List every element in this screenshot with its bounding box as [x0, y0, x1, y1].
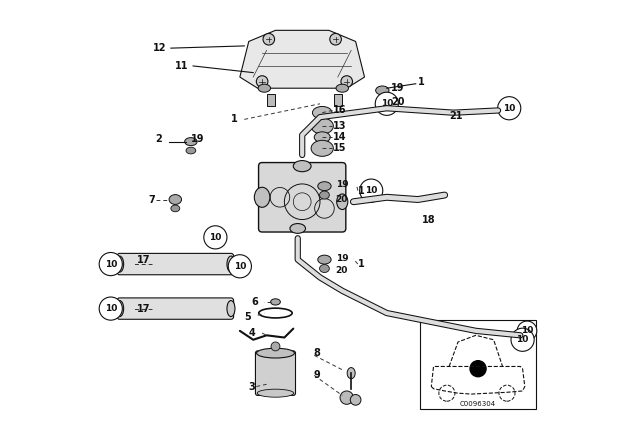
Text: 19: 19 [391, 83, 404, 93]
Ellipse shape [311, 118, 333, 134]
Text: 13: 13 [333, 121, 347, 131]
Text: 10: 10 [381, 99, 393, 108]
Circle shape [511, 328, 534, 351]
Text: 21: 21 [449, 111, 463, 121]
Text: 8: 8 [314, 348, 320, 358]
Text: 17: 17 [138, 304, 151, 314]
Ellipse shape [257, 348, 294, 358]
Circle shape [228, 255, 252, 278]
Text: 1: 1 [418, 77, 425, 86]
Circle shape [499, 385, 515, 401]
Circle shape [263, 34, 275, 45]
Circle shape [340, 391, 353, 404]
Ellipse shape [171, 205, 180, 212]
Text: 10: 10 [234, 262, 246, 271]
Ellipse shape [311, 140, 333, 156]
Ellipse shape [376, 86, 389, 95]
Text: 1: 1 [231, 114, 237, 125]
Text: 19: 19 [191, 134, 204, 144]
Ellipse shape [318, 182, 331, 190]
Ellipse shape [336, 84, 349, 92]
Ellipse shape [116, 301, 124, 317]
Ellipse shape [227, 256, 235, 272]
Circle shape [350, 395, 361, 405]
Text: 10: 10 [104, 304, 117, 313]
Text: 20: 20 [391, 97, 404, 107]
Text: 10: 10 [209, 233, 221, 242]
Circle shape [341, 76, 353, 87]
Text: 5: 5 [244, 313, 251, 323]
Polygon shape [240, 30, 365, 88]
Text: 1: 1 [358, 259, 365, 269]
Ellipse shape [185, 138, 197, 146]
Ellipse shape [376, 99, 389, 108]
Text: 6: 6 [251, 297, 258, 307]
FancyBboxPatch shape [267, 95, 275, 107]
Ellipse shape [116, 256, 124, 272]
Text: 12: 12 [153, 43, 166, 53]
Ellipse shape [271, 299, 280, 305]
Text: 10: 10 [521, 326, 533, 336]
Text: 20: 20 [335, 195, 348, 204]
Ellipse shape [312, 107, 332, 119]
Text: 10: 10 [104, 259, 117, 268]
FancyBboxPatch shape [259, 163, 346, 232]
FancyBboxPatch shape [420, 320, 536, 409]
Ellipse shape [347, 368, 355, 379]
Ellipse shape [290, 224, 305, 233]
Ellipse shape [337, 194, 348, 210]
Ellipse shape [186, 147, 196, 154]
Text: 11: 11 [175, 61, 189, 71]
Text: 3: 3 [249, 382, 255, 392]
Ellipse shape [293, 160, 311, 172]
Circle shape [271, 342, 280, 351]
Text: 7: 7 [148, 194, 156, 205]
Text: 10: 10 [503, 104, 515, 113]
Text: 19: 19 [335, 181, 348, 190]
Text: 10: 10 [516, 335, 529, 344]
Text: 4: 4 [249, 328, 255, 338]
Ellipse shape [169, 194, 182, 204]
Circle shape [439, 385, 455, 401]
Text: 18: 18 [422, 215, 436, 224]
Text: 10: 10 [365, 186, 378, 195]
Text: 20: 20 [335, 266, 348, 275]
Ellipse shape [319, 191, 330, 199]
Text: 2: 2 [155, 134, 162, 144]
Ellipse shape [314, 132, 330, 142]
Text: 19: 19 [335, 254, 348, 263]
Circle shape [204, 226, 227, 249]
Circle shape [375, 92, 398, 116]
Text: 14: 14 [333, 132, 347, 142]
FancyBboxPatch shape [117, 254, 234, 275]
FancyBboxPatch shape [255, 351, 296, 396]
Ellipse shape [227, 301, 235, 317]
Ellipse shape [318, 255, 331, 264]
Text: 15: 15 [333, 143, 347, 153]
Circle shape [257, 76, 268, 87]
Text: 16: 16 [333, 105, 347, 116]
Ellipse shape [254, 187, 270, 207]
Ellipse shape [319, 264, 330, 272]
Text: 1: 1 [358, 185, 365, 196]
Ellipse shape [258, 84, 271, 92]
Text: C0096304: C0096304 [460, 401, 496, 407]
FancyBboxPatch shape [117, 298, 234, 319]
Text: 9: 9 [314, 370, 320, 380]
Circle shape [498, 97, 521, 120]
Circle shape [517, 321, 537, 340]
Circle shape [99, 253, 122, 276]
FancyBboxPatch shape [334, 95, 342, 107]
Circle shape [330, 34, 341, 45]
Text: 17: 17 [138, 254, 151, 265]
Circle shape [360, 179, 383, 202]
Circle shape [470, 361, 486, 377]
Ellipse shape [257, 389, 294, 397]
Circle shape [99, 297, 122, 320]
